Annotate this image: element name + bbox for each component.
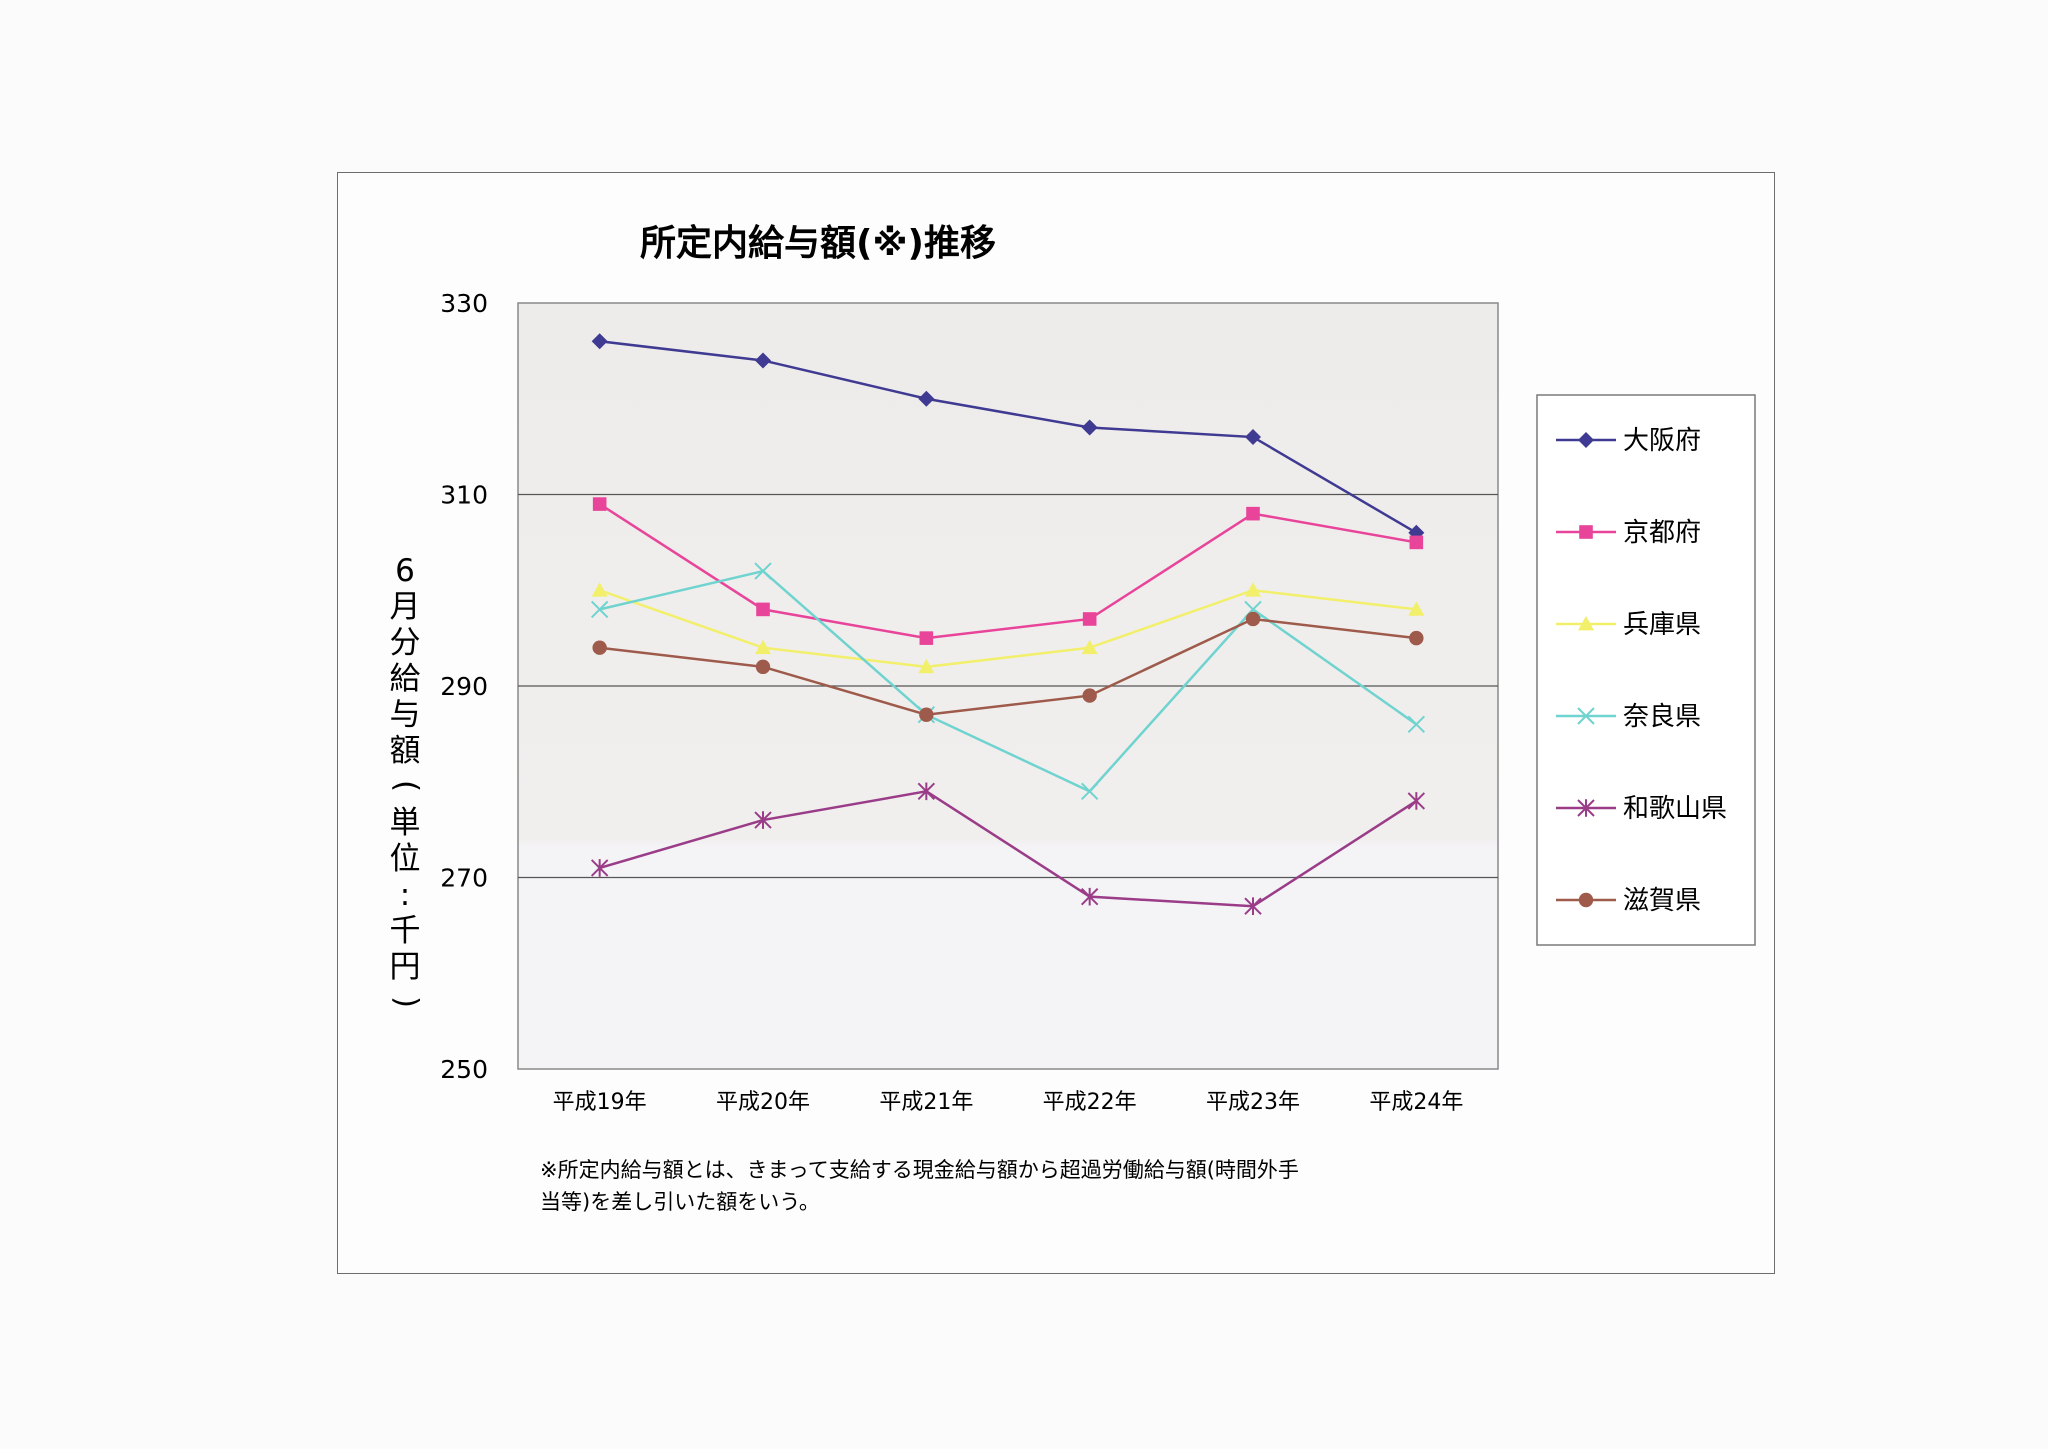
data-point bbox=[1578, 616, 1594, 631]
y-axis-label-char: 位 bbox=[390, 841, 421, 877]
data-point bbox=[918, 390, 935, 407]
series-line bbox=[599, 588, 1417, 669]
y-axis-label-char: 単 bbox=[390, 805, 421, 841]
y-tick-label: 330 bbox=[440, 289, 488, 318]
series-line bbox=[599, 790, 1418, 908]
data-point bbox=[917, 782, 936, 801]
series-line bbox=[598, 503, 1417, 640]
chart-title: 所定内給与額(※)推移 bbox=[640, 223, 996, 264]
y-axis-label-char: ( bbox=[389, 780, 425, 792]
data-point bbox=[1577, 799, 1595, 817]
data-point bbox=[1081, 419, 1098, 436]
legend-label: 奈良県 bbox=[1623, 702, 1701, 732]
legend bbox=[1536, 394, 1756, 946]
y-tick-label: 270 bbox=[440, 864, 488, 893]
data-point bbox=[918, 658, 935, 674]
y-axis-label-char: 6 bbox=[395, 553, 415, 589]
data-point bbox=[756, 602, 770, 617]
x-tick-label: 平成21年 bbox=[879, 1090, 973, 1115]
data-point bbox=[1245, 429, 1261, 446]
series-line bbox=[599, 569, 1418, 793]
data-point bbox=[755, 639, 771, 655]
legend-label: 和歌山県 bbox=[1623, 794, 1727, 824]
data-point bbox=[592, 640, 607, 655]
data-point bbox=[1409, 535, 1424, 550]
x-tick-label: 平成20年 bbox=[716, 1090, 810, 1115]
legend-item: 奈良県 bbox=[1556, 702, 1701, 732]
series-和歌山県 bbox=[590, 782, 1426, 916]
data-point bbox=[590, 600, 609, 619]
legend-item: 和歌山県 bbox=[1556, 794, 1727, 824]
data-point bbox=[1408, 601, 1425, 616]
data-point bbox=[755, 659, 771, 675]
legend-label: 滋賀県 bbox=[1623, 886, 1701, 916]
y-tick-label: 250 bbox=[440, 1055, 488, 1084]
legend-label: 京都府 bbox=[1623, 518, 1701, 548]
x-axis-ticks: 平成19年 平成20年 平成21年 平成22年 平成23年 平成24年 bbox=[553, 1090, 1464, 1115]
series-兵庫県 bbox=[591, 582, 1425, 674]
series-lines bbox=[590, 333, 1426, 916]
data-point bbox=[755, 352, 771, 369]
data-point bbox=[1080, 887, 1099, 906]
series-line bbox=[599, 340, 1417, 534]
data-point bbox=[1246, 506, 1260, 521]
y-tick-label: 310 bbox=[440, 481, 488, 510]
data-point bbox=[1082, 612, 1097, 626]
y-axis-label-char: 千 bbox=[390, 913, 421, 949]
data-point bbox=[1578, 892, 1594, 908]
data-point bbox=[1407, 792, 1426, 810]
data-point bbox=[754, 811, 772, 829]
y-axis-label-char: ) bbox=[389, 996, 425, 1008]
data-point bbox=[591, 333, 608, 350]
series-滋賀県 bbox=[592, 611, 1424, 722]
gridlines bbox=[518, 493, 1498, 879]
footnote: ※所定内給与額とは、きまって支給する現金給与額から超過労働給与額(時間外手当等)… bbox=[540, 1158, 1299, 1214]
x-tick-label: 平成22年 bbox=[1043, 1090, 1137, 1115]
y-axis-label-char: 月 bbox=[390, 589, 421, 625]
chart-frame: 所定内給与額(※)推移 250 270 290 310 330 平成19年 平成20年 平成… bbox=[337, 172, 1775, 1274]
y-axis-ticks: 250 270 290 310 330 bbox=[440, 289, 488, 1084]
data-point bbox=[919, 707, 934, 722]
data-point bbox=[1081, 639, 1098, 655]
y-axis-label-char: : bbox=[400, 877, 410, 913]
data-point bbox=[591, 582, 608, 597]
legend-item: 大阪府 bbox=[1556, 426, 1701, 456]
data-point bbox=[919, 631, 934, 645]
data-point bbox=[1577, 707, 1595, 725]
y-axis-label-char: 給 bbox=[390, 661, 421, 697]
y-axis-label-char: 額 bbox=[390, 733, 421, 769]
data-point bbox=[1407, 715, 1426, 734]
series-京都府 bbox=[592, 497, 1424, 645]
legend-item: 兵庫県 bbox=[1556, 610, 1701, 640]
data-point bbox=[754, 562, 772, 580]
legend-item: 京都府 bbox=[1556, 518, 1701, 548]
y-axis-label-char: 与 bbox=[390, 697, 421, 733]
data-point bbox=[1244, 897, 1262, 916]
data-point bbox=[1082, 688, 1097, 703]
legend-label: 兵庫県 bbox=[1623, 610, 1701, 640]
y-axis-label-char: 分 bbox=[390, 625, 421, 661]
data-point bbox=[1579, 525, 1593, 539]
data-point bbox=[1080, 782, 1099, 801]
legend-label: 大阪府 bbox=[1623, 426, 1701, 456]
legend-item: 滋賀県 bbox=[1556, 886, 1701, 916]
data-point bbox=[592, 497, 607, 511]
data-point bbox=[1578, 432, 1594, 448]
data-point bbox=[590, 859, 609, 877]
x-tick-label: 平成19年 bbox=[553, 1090, 647, 1115]
x-tick-label: 平成24年 bbox=[1369, 1090, 1463, 1115]
y-axis-label-char: 円 bbox=[390, 949, 421, 985]
data-point bbox=[1409, 630, 1424, 646]
data-point bbox=[1245, 611, 1261, 627]
series-line bbox=[599, 617, 1417, 716]
x-tick-label: 平成23年 bbox=[1206, 1090, 1300, 1115]
footnote-line: 当等)を差し引いた額をいう。 bbox=[540, 1190, 820, 1214]
data-point bbox=[1245, 582, 1261, 597]
footnote-line: ※所定内給与額とは、きまって支給する現金給与額から超過労働給与額(時間外手 bbox=[540, 1158, 1299, 1182]
y-tick-label: 290 bbox=[440, 672, 488, 701]
